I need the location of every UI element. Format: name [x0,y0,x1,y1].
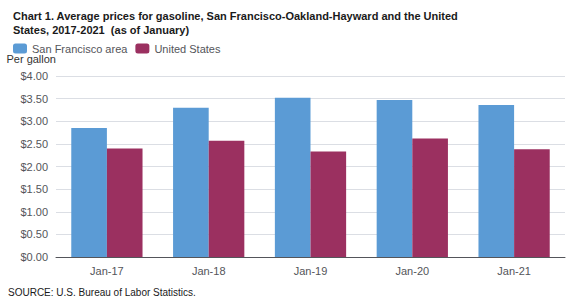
svg-text:$1.50: $1.50 [20,183,48,195]
svg-text:Jan-21: Jan-21 [497,265,531,277]
svg-text:States, 2017-2021 (as of Janu: States, 2017-2021 (as of January) [13,24,189,36]
svg-text:$2.50: $2.50 [20,138,48,150]
svg-text:$4.00: $4.00 [20,70,48,82]
svg-text:Chart 1. Average prices for ga: Chart 1. Average prices for gasoline, Sa… [13,10,458,22]
svg-text:Jan-18: Jan-18 [192,265,226,277]
svg-text:SOURCE: U.S. Bureau of Labor S: SOURCE: U.S. Bureau of Labor Statistics. [8,287,196,298]
svg-text:Jan-17: Jan-17 [90,265,124,277]
svg-text:$0.50: $0.50 [20,228,48,240]
svg-text:Jan-19: Jan-19 [294,265,328,277]
svg-text:Per gallon: Per gallon [6,52,56,65]
svg-text:$0.00: $0.00 [20,251,48,263]
svg-text:$3.00: $3.00 [20,115,48,127]
svg-text:United States: United States [154,43,221,55]
svg-text:$3.50: $3.50 [20,93,48,105]
svg-text:$1.00: $1.00 [20,206,48,218]
svg-text:San Francisco area: San Francisco area [32,43,128,55]
svg-text:Jan-20: Jan-20 [395,265,429,277]
svg-text:$2.00: $2.00 [20,161,48,173]
